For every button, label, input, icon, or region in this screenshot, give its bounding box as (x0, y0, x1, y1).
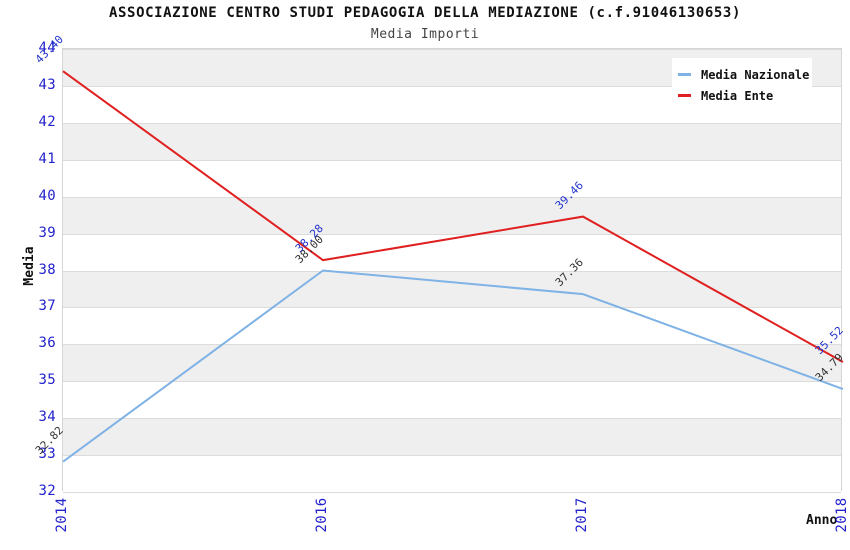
plot-band (63, 122, 841, 160)
gridline (63, 85, 841, 87)
gridline (63, 455, 841, 457)
y-tick-label: 35 (38, 372, 56, 389)
gridline (63, 307, 841, 309)
x-tick-label: 2016 (314, 497, 330, 533)
gridline (63, 492, 841, 493)
gridline (63, 381, 841, 383)
y-tick-label: 40 (38, 187, 56, 204)
plot-band (63, 418, 841, 456)
gridline (63, 159, 841, 161)
y-tick-label: 43 (38, 76, 56, 93)
plot-area (62, 48, 844, 493)
gridline (63, 344, 841, 346)
y-tick-label: 42 (38, 113, 56, 130)
chart-subtitle: Media Importi (370, 27, 480, 42)
legend: Media Nazionale Media Ente (672, 58, 812, 112)
series-lines (62, 70, 844, 463)
legend-item-media-ente: Media Ente (678, 85, 812, 106)
legend-label-media-ente: Media Ente (701, 88, 774, 103)
legend-line-swatch-blue (678, 73, 691, 76)
plot-band (63, 307, 841, 345)
y-tick-label: 36 (38, 335, 56, 352)
line-media-nazionale (62, 269, 844, 463)
line-media-ente (62, 70, 844, 363)
plot-band (63, 196, 841, 234)
y-tick-label: 37 (38, 298, 56, 315)
plot-band (63, 344, 841, 382)
x-axis-title: Anno (806, 513, 838, 528)
y-tick-label: 34 (38, 409, 56, 426)
y-tick-label: 39 (38, 224, 56, 241)
x-tick-label: 2017 (574, 497, 590, 533)
y-tick-label: 41 (38, 150, 56, 167)
legend-line-swatch-red (678, 94, 691, 97)
gridline (63, 49, 841, 50)
plot-band (63, 233, 841, 271)
y-tick-label: 33 (38, 446, 56, 463)
plot-band (63, 381, 841, 419)
chart-title: ASSOCIAZIONE CENTRO STUDI PEDAGOGIA DELL… (108, 5, 741, 21)
legend-label-media-nazionale: Media Nazionale (701, 67, 810, 82)
gridline (63, 270, 841, 272)
x-tick-label: 2014 (54, 497, 70, 533)
gridline (63, 233, 841, 235)
gridline (63, 122, 841, 124)
y-tick-label: 32 (38, 483, 56, 499)
plot-band (63, 455, 841, 492)
gridline (63, 418, 841, 420)
y-tick-label: 38 (38, 261, 56, 278)
y-tick-label: 44 (38, 40, 56, 56)
x-tick-label: 2018 (834, 497, 850, 533)
gridline (63, 196, 841, 198)
legend-item-media-nazionale: Media Nazionale (678, 64, 812, 85)
